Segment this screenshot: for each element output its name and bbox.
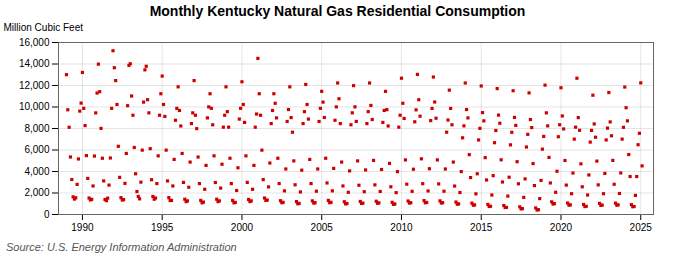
svg-text:1995: 1995 [151,222,174,233]
svg-text:2000: 2000 [231,222,254,233]
svg-text:1990: 1990 [71,222,94,233]
svg-text:2005: 2005 [311,222,334,233]
svg-text:12,000: 12,000 [19,80,50,91]
svg-text:2010: 2010 [390,222,413,233]
svg-text:Million Cubic Feet: Million Cubic Feet [4,22,84,33]
svg-text:2,000: 2,000 [24,187,49,198]
svg-text:6,000: 6,000 [24,144,49,155]
svg-text:2015: 2015 [470,222,493,233]
svg-text:16,000: 16,000 [19,37,50,48]
html-text:Source: U.S. Energy Informatio: Source: U.S. Energy Information Administ… [6,241,237,253]
svg-text:4,000: 4,000 [24,166,49,177]
html-text:Monthly Kentucky Natural Gas R: Monthly Kentucky Natural Gas Residential… [149,3,526,19]
svg-text:14,000: 14,000 [19,58,50,69]
svg-text:2025: 2025 [630,222,653,233]
svg-text:2020: 2020 [550,222,573,233]
svg-text:8,000: 8,000 [24,123,49,134]
svg-text:10,000: 10,000 [19,101,50,112]
svg-text:0: 0 [44,209,50,220]
